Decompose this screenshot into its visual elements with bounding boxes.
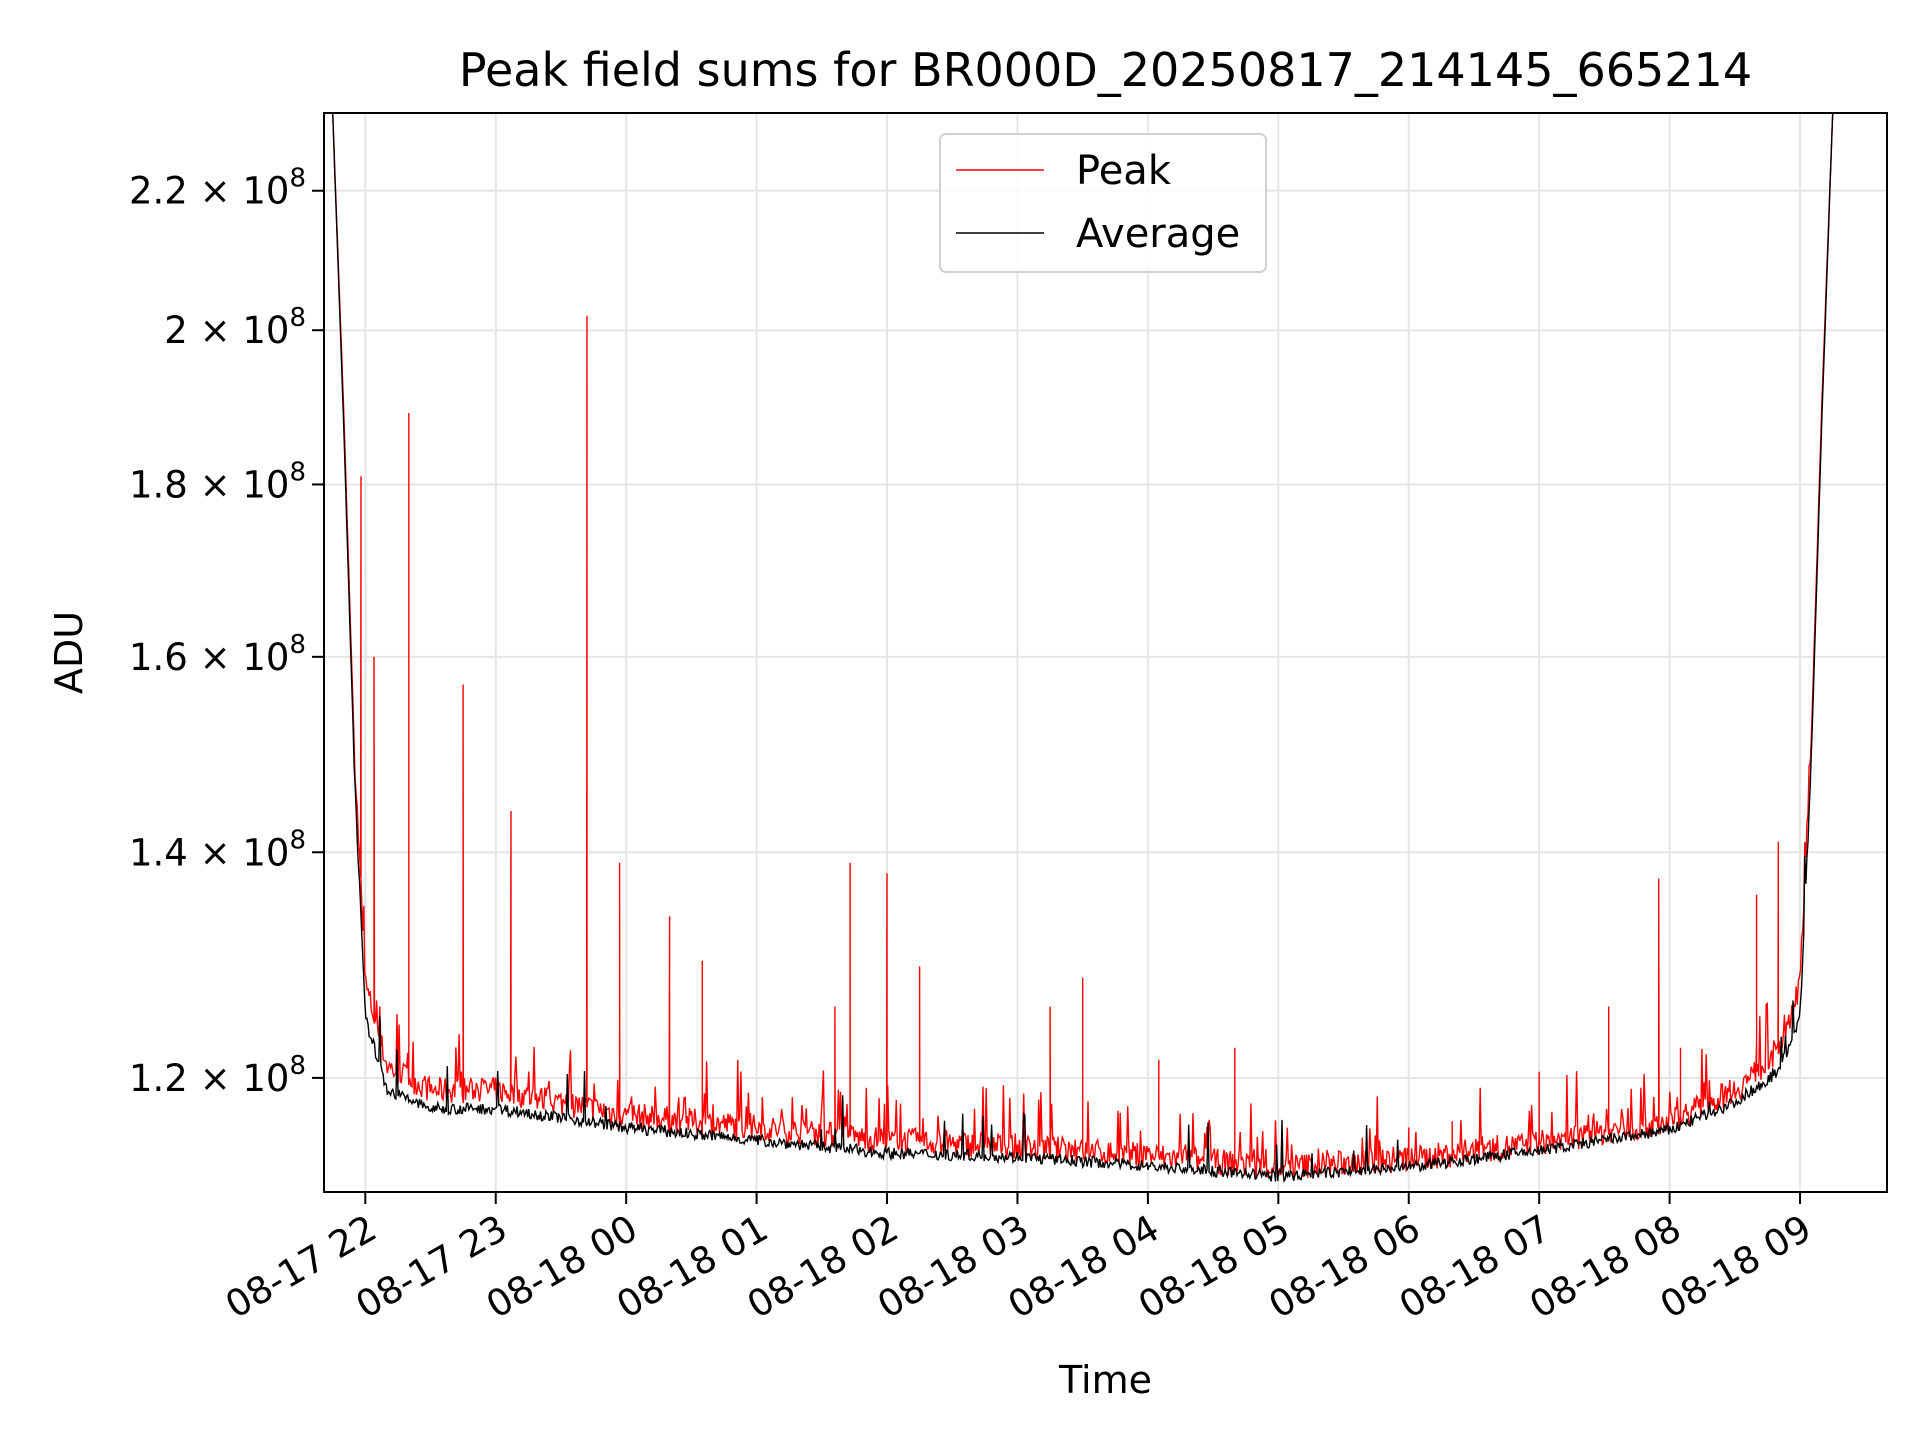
y-tick-exponent: 8	[289, 303, 306, 333]
series-line-peak	[332, 113, 1834, 1179]
x-tick-label: 08-18 09	[1653, 1207, 1819, 1327]
y-tick-label: 2 × 108	[164, 303, 306, 352]
plot-area	[332, 113, 1834, 1183]
y-tick-mantissa: 1.8 × 10	[129, 463, 289, 506]
grid	[324, 113, 1887, 1192]
y-tick-label: 2.2 × 108	[129, 164, 306, 213]
y-tick-exponent: 8	[289, 825, 306, 855]
y-tick-mantissa: 1.6 × 10	[129, 636, 289, 679]
y-tick-exponent: 8	[289, 164, 306, 194]
y-tick-mantissa: 1.4 × 10	[129, 831, 289, 874]
y-tick-exponent: 8	[289, 457, 306, 487]
y-axis-label: ADU	[47, 611, 91, 694]
y-tick-label: 1.6 × 108	[129, 630, 306, 679]
legend-box	[939, 133, 1267, 273]
legend-label-peak: Peak	[1076, 148, 1172, 194]
y-tick-exponent: 8	[289, 630, 306, 660]
y-tick-mantissa: 2.2 × 10	[129, 170, 289, 213]
y-tick-label: 1.2 × 108	[129, 1051, 306, 1100]
series-line-average	[332, 113, 1834, 1183]
x-axis-label: Time	[1058, 1358, 1152, 1402]
legend-label-average: Average	[1076, 211, 1240, 257]
y-tick-label: 1.4 × 108	[129, 825, 306, 874]
y-tick-mantissa: 1.2 × 10	[129, 1057, 289, 1100]
y-tick-exponent: 8	[289, 1051, 306, 1081]
y-tick-mantissa: 2 × 10	[164, 309, 289, 352]
plot-frame	[323, 112, 1888, 1193]
y-tick-label: 1.8 × 108	[129, 457, 306, 506]
chart-title: Peak field sums for BR000D_20250817_2141…	[459, 43, 1752, 97]
legend: Peak Average	[939, 133, 1267, 273]
